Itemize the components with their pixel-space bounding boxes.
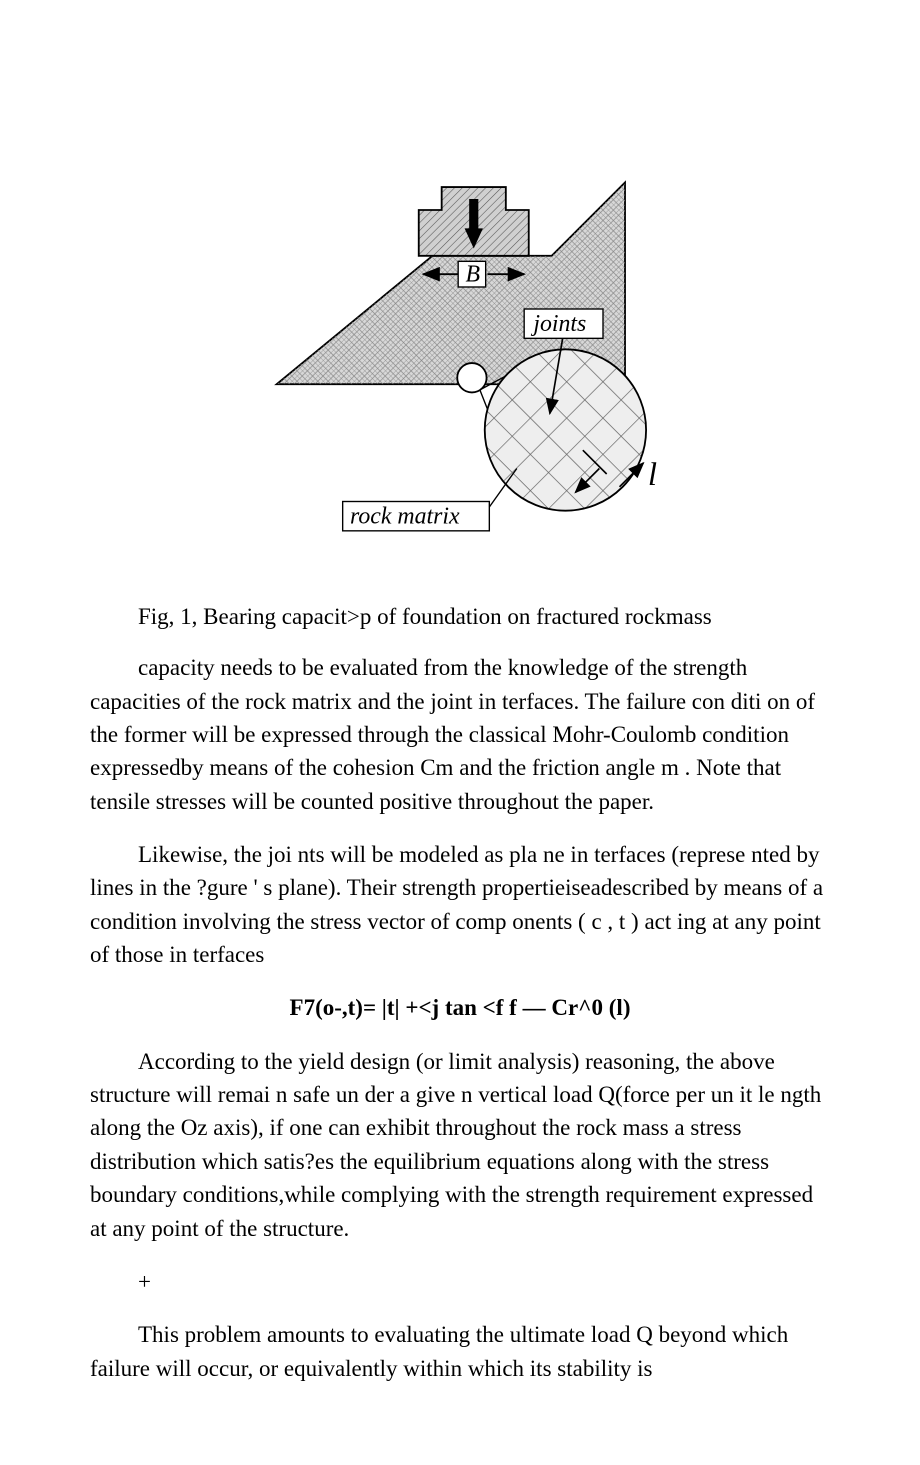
paragraph-1-text: capacity needs to be evaluated from the … [90, 655, 815, 813]
label-rockmatrix: rock matrix [350, 504, 460, 530]
paragraph-1: capacity needs to be evaluated from the … [90, 651, 830, 818]
figure-caption: Fig, 1, Bearing capacit>p of foundation … [90, 600, 830, 633]
plus-symbol: + [90, 1265, 830, 1298]
figure-diagram: B joints l rock matrix [240, 80, 680, 560]
equation-1: F7(o-,t)= |t| +<j tan <f f — Cr^0 (l) [90, 991, 830, 1024]
figure-container: B joints l rock matrix [90, 80, 830, 560]
paragraph-3: According to the yield design (or limit … [90, 1045, 830, 1245]
paragraph-2: Likewise, the joi nts will be modeled as… [90, 838, 830, 971]
label-B: B [466, 262, 481, 288]
detail-circle [485, 349, 646, 510]
label-l: l [648, 457, 657, 493]
paragraph-4: This problem amounts to evaluating the u… [90, 1318, 830, 1385]
label-joints: joints [530, 311, 586, 337]
load-arrow-shaft [469, 199, 478, 230]
